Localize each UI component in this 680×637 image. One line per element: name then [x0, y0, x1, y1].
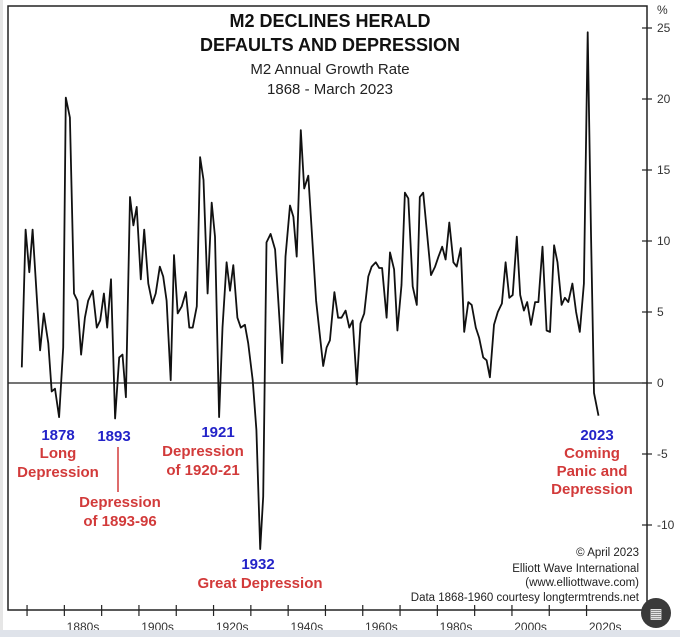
credit-website: (www.elliottwave.com) [525, 577, 639, 589]
y-tick-label: 10 [657, 234, 671, 248]
annotation-text-1921-2: of 1920-21 [166, 462, 239, 479]
y-tick-label: -5 [657, 447, 668, 461]
chart-subtitle-line-1: M2 Annual Growth Rate [250, 61, 409, 78]
chart-subtitle-line-2: 1868 - March 2023 [267, 81, 393, 98]
bottom-strip [0, 630, 680, 637]
credit-data-source: Data 1868-1960 courtesy longtermtrends.n… [411, 592, 640, 604]
annotation-year-1878: 1878 [41, 427, 74, 444]
annotation-text-1878-2: Depression [17, 464, 99, 481]
annotation-text-1921-1: Depression [162, 443, 244, 460]
y-tick-label: 25 [657, 21, 671, 35]
y-tick-label: 0 [657, 376, 664, 390]
y-axis-unit: % [657, 3, 668, 17]
chart-title-line-1: M2 DECLINES HERALD [229, 11, 430, 31]
credit-copyright: © April 2023 [576, 547, 639, 559]
y-tick-label: 15 [657, 163, 671, 177]
annotation-year-1893: 1893 [97, 428, 130, 445]
lens-scan-icon[interactable]: ▦ [641, 598, 671, 628]
annotation-text-2023-3: Depression [551, 481, 633, 498]
annotation-year-1932: 1932 [241, 556, 274, 573]
plot-frame [7, 5, 648, 611]
annotation-text-1893-2: of 1893-96 [83, 513, 156, 530]
annotation-year-1921: 1921 [201, 424, 234, 441]
credit-publisher: Elliott Wave International [512, 563, 639, 575]
y-tick-label: -10 [657, 518, 675, 532]
annotation-text-2023-2: Panic and [557, 463, 628, 480]
annotation-text-1932: Great Depression [197, 575, 322, 592]
y-tick-label: 5 [657, 305, 664, 319]
chart-title-line-2: DEFAULTS AND DEPRESSION [200, 35, 460, 55]
annotation-text-2023-1: Coming [564, 445, 620, 462]
left-edge [0, 0, 3, 637]
annotation-text-1893-1: Depression [79, 494, 161, 511]
annotation-year-2023: 2023 [580, 427, 613, 444]
annotation-text-1878-1: Long [40, 445, 77, 462]
m2-series-line [20, 31, 600, 550]
y-tick-label: 20 [657, 92, 671, 106]
